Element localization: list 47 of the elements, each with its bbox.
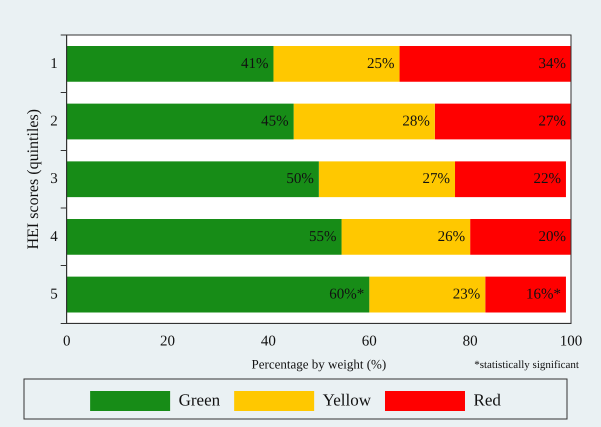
y-tick-label: 5 bbox=[50, 286, 58, 302]
legend-label: Green bbox=[178, 390, 221, 410]
bar bbox=[318, 161, 456, 198]
bar bbox=[273, 46, 400, 82]
data-label: 16%* bbox=[526, 286, 561, 302]
data-label: 20% bbox=[538, 228, 566, 245]
bar bbox=[66, 219, 342, 255]
data-label: 23% bbox=[452, 286, 480, 302]
data-label: 55% bbox=[309, 228, 337, 245]
x-tick-label: 0 bbox=[62, 333, 70, 350]
data-label: 27% bbox=[538, 113, 566, 130]
y-tick-label: 2 bbox=[50, 113, 58, 130]
bar bbox=[434, 104, 571, 140]
data-label: 28% bbox=[402, 113, 430, 130]
y-tick-label: 4 bbox=[50, 228, 58, 245]
bar bbox=[400, 46, 571, 82]
bar bbox=[369, 276, 486, 312]
y-axis-title: HEI scores (quintiles) bbox=[24, 108, 42, 250]
bar bbox=[455, 161, 566, 198]
text: *statistically significant bbox=[474, 358, 579, 371]
data-label: 22% bbox=[533, 171, 561, 188]
x-tick-label: 20 bbox=[160, 333, 176, 350]
legend-label: Red bbox=[473, 390, 502, 410]
x-axis-title: Percentage by weight (%) bbox=[252, 356, 386, 372]
bar bbox=[66, 161, 319, 198]
data-label: 27% bbox=[422, 171, 450, 188]
bar bbox=[342, 219, 470, 255]
bar bbox=[470, 219, 571, 255]
x-tick-label: 60 bbox=[362, 333, 377, 350]
x-tick-label: 40 bbox=[260, 333, 276, 350]
bar bbox=[485, 276, 566, 312]
data-label: 25% bbox=[367, 56, 395, 72]
bar bbox=[66, 276, 370, 312]
bar bbox=[66, 46, 274, 82]
data-label: 60%* bbox=[329, 286, 364, 302]
data-label: 26% bbox=[438, 228, 466, 245]
y-tick-label: 3 bbox=[50, 171, 58, 188]
data-label: 50% bbox=[286, 171, 314, 188]
y-tick-label: 1 bbox=[50, 56, 58, 72]
bar bbox=[66, 104, 294, 140]
data-label: 34% bbox=[538, 56, 566, 72]
x-tick-label: 80 bbox=[462, 333, 478, 350]
data-label: 45% bbox=[261, 113, 289, 130]
x-tick-label: 100 bbox=[560, 333, 582, 350]
bar bbox=[294, 104, 435, 140]
data-label: 41% bbox=[240, 56, 268, 72]
legend-label: Yellow bbox=[322, 390, 372, 410]
